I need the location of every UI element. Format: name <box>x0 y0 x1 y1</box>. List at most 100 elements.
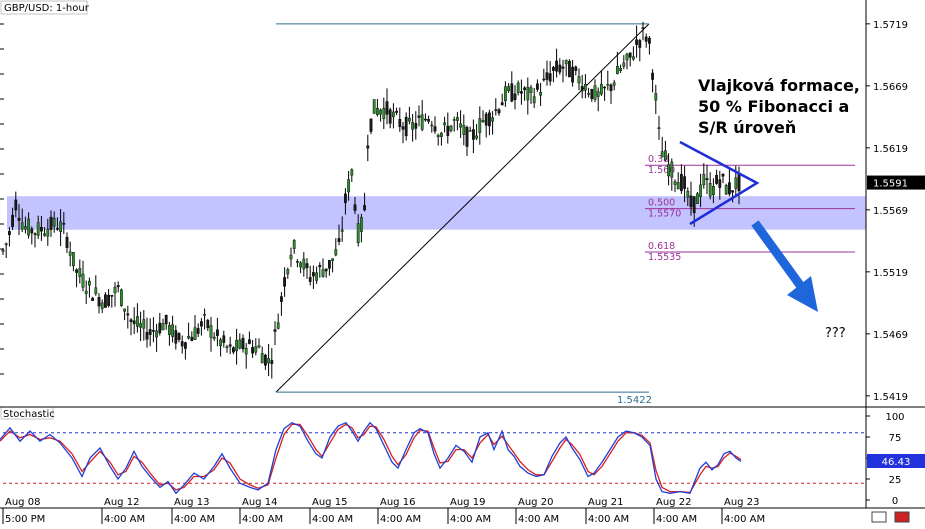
candle-body <box>363 205 366 211</box>
candle-body <box>638 40 642 48</box>
candle-body <box>468 130 472 132</box>
candle-body <box>545 72 549 80</box>
candle-body <box>100 302 104 309</box>
candle-body <box>443 122 446 126</box>
candle-body <box>180 341 184 347</box>
candle-body <box>308 277 312 282</box>
candle-body <box>87 280 91 286</box>
candle-body <box>411 122 414 130</box>
candle-body <box>46 228 50 237</box>
candle-body <box>657 127 661 129</box>
candle-body <box>520 91 523 94</box>
candle-body <box>183 342 187 349</box>
candle-body <box>488 112 491 127</box>
candle-body <box>641 27 645 29</box>
stochastic-tick-label: 75 <box>889 433 902 444</box>
x-time-label: 5:00 PM <box>5 514 45 525</box>
candle-body <box>296 261 299 263</box>
candle-body <box>177 333 181 341</box>
candle-body <box>280 296 283 302</box>
candle-body <box>27 218 30 236</box>
candle-body <box>542 78 546 81</box>
candle-body <box>388 109 392 124</box>
candle-body <box>408 117 411 122</box>
candle-body <box>510 83 514 102</box>
candle-body <box>561 66 565 69</box>
candle-body <box>273 329 277 332</box>
candle-body <box>440 132 443 137</box>
x-date-label: Aug 21 <box>588 497 623 508</box>
candle-body <box>219 339 222 347</box>
candle-body <box>648 37 651 44</box>
candle-body <box>260 353 264 364</box>
candle-body <box>270 360 274 364</box>
stochastic-title: Stochastic <box>3 409 55 420</box>
candle-body <box>1 249 5 252</box>
candle-body <box>398 119 402 127</box>
x-date-label: Aug 22 <box>656 497 691 508</box>
candle-body <box>110 294 114 297</box>
candle-body <box>24 226 27 230</box>
candle-body <box>241 337 245 350</box>
candle-body <box>283 277 286 287</box>
x-date-label: Aug 19 <box>450 497 485 508</box>
candle-body <box>612 82 616 86</box>
candle-body <box>420 114 424 130</box>
stochastic-d-line <box>0 423 742 494</box>
x-time-label: 4:00 AM <box>242 514 283 525</box>
candle-body <box>244 347 248 355</box>
candle-body <box>212 336 216 339</box>
candle-body <box>81 273 85 288</box>
candle-body <box>215 329 219 336</box>
candle-body <box>587 93 591 95</box>
candle-body <box>148 329 152 335</box>
price-tick-label: 1.5669 <box>873 82 908 93</box>
stochastic-k-line <box>0 421 742 495</box>
candle-body <box>414 122 418 129</box>
candle-body <box>430 124 434 127</box>
candle-body <box>664 150 667 161</box>
candle-body <box>174 330 178 344</box>
candle-body <box>724 185 728 195</box>
candle-body <box>292 240 296 249</box>
candle-body <box>331 258 334 261</box>
candle-body <box>673 181 677 185</box>
candle-body <box>187 335 190 339</box>
candle-body <box>603 86 607 89</box>
candle-body <box>196 328 200 334</box>
candle-body <box>452 119 456 121</box>
title-box <box>0 0 88 15</box>
candle-body <box>593 85 597 100</box>
candle-body <box>552 67 555 71</box>
candle-body <box>539 92 543 96</box>
candle-body <box>97 297 101 307</box>
price-tick-label: 1.5519 <box>873 268 908 279</box>
candle-body <box>462 125 466 135</box>
candle-body <box>203 313 206 316</box>
fibonacci-price-label: 1.560 <box>648 165 675 176</box>
candle-body <box>199 321 203 327</box>
fibonacci-ratio-label: 0.618 <box>648 241 675 252</box>
candle-body <box>526 86 530 101</box>
candle-body <box>286 269 290 275</box>
candle-body <box>436 134 440 138</box>
candle-body <box>600 83 603 95</box>
x-time-label: 4:00 AM <box>380 514 421 525</box>
candle-body <box>251 346 254 354</box>
candle-body <box>324 268 328 272</box>
candle-body <box>456 117 459 121</box>
candle-body <box>360 217 363 232</box>
candle-body <box>555 60 559 72</box>
candle-body <box>33 233 37 235</box>
stochastic-value-box <box>867 453 925 468</box>
candle-body <box>385 101 389 115</box>
candle-body <box>516 82 520 93</box>
candle-body <box>305 263 309 269</box>
stochastic-tick-label: 25 <box>889 475 902 486</box>
candle-body <box>689 195 693 208</box>
candle-body <box>344 193 347 204</box>
candle-body <box>590 89 594 99</box>
candle-body <box>40 227 43 232</box>
candle-body <box>667 164 671 177</box>
